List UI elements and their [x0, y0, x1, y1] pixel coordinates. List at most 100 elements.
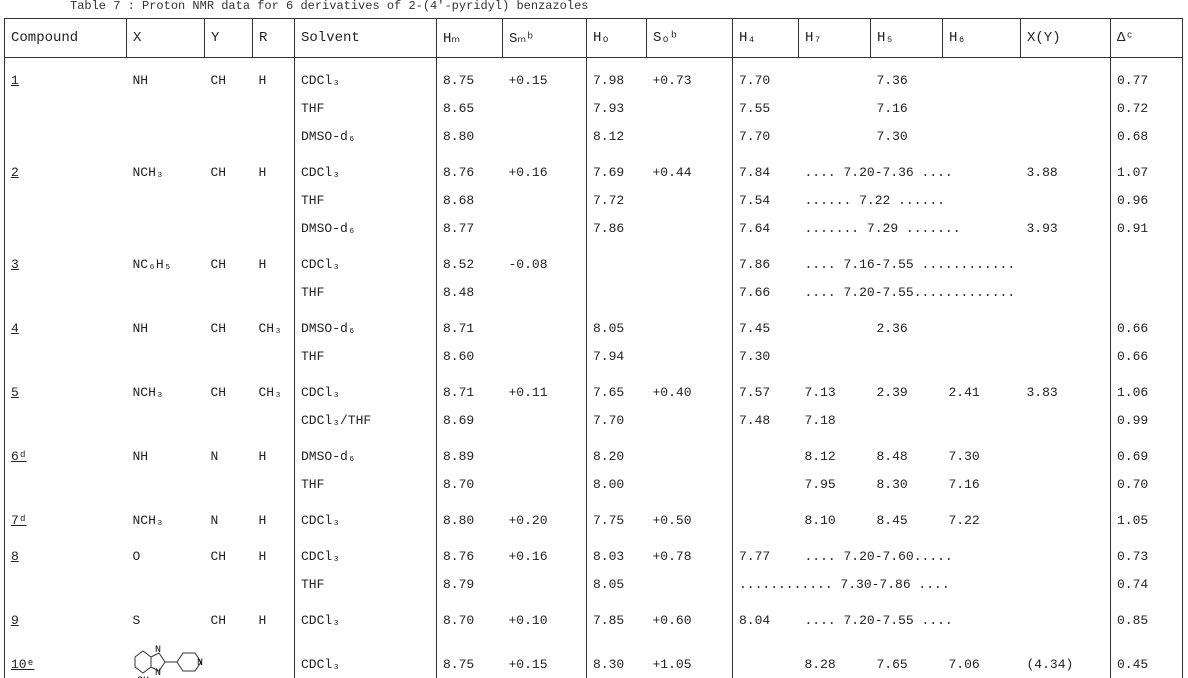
table-cell: CDCl₃: [294, 242, 437, 278]
table-cell: ....... 7.29 .......: [799, 214, 961, 242]
atom-label: CH₃: [137, 676, 155, 678]
table-cell: 7.54: [732, 186, 799, 214]
compound-number: 9: [11, 612, 19, 628]
table-cell: [943, 58, 1021, 95]
table-cell: 7.77: [732, 534, 799, 570]
table-cell: [503, 214, 587, 242]
header-cell: Hₘ: [436, 18, 503, 58]
table-cell: 8.30: [871, 470, 943, 498]
table-cell: 1.05: [1110, 498, 1183, 534]
table-cell: 8.03: [586, 534, 647, 570]
compound-number: 8: [11, 548, 19, 564]
table-cell: +0.44: [647, 150, 733, 186]
table-cell: [503, 94, 587, 122]
table-cell: [647, 406, 733, 434]
cell-text: 8.60: [443, 348, 475, 364]
table-cell: H: [253, 598, 295, 634]
atom-label: N: [155, 668, 161, 678]
cell-text: CDCl₃: [301, 256, 341, 272]
cell-text: H: [258, 72, 267, 88]
compound-number: 4: [11, 320, 19, 336]
table-cell: [253, 470, 295, 498]
table-cell: 0.68: [1110, 122, 1183, 150]
table-cell: [1110, 242, 1183, 278]
cell-text: -0.08: [508, 256, 548, 272]
table-cell: 2.39: [871, 370, 943, 406]
cell-text: DMSO-d₆: [301, 320, 356, 336]
table-cell: CDCl₃/THF: [294, 406, 437, 434]
table-cell: -0.08: [503, 242, 587, 278]
cell-text: 7.65: [593, 384, 625, 400]
table-cell: 3.93: [1021, 214, 1111, 242]
table-cell: [1021, 94, 1111, 122]
cell-text: 7.86: [739, 256, 771, 272]
table-cell: ...... 7.22 ......: [799, 186, 945, 214]
cell-text: 7.75: [593, 512, 625, 528]
cell-text: 0.68: [1117, 128, 1149, 144]
table-cell: [253, 186, 295, 214]
table-cell: 7.18: [799, 406, 871, 434]
cell-text: .... 7.20-7.55 ....: [804, 612, 953, 628]
table-cell: 7.16: [871, 94, 943, 122]
header-cell: Compound: [4, 18, 127, 58]
table-cell: 7.64: [732, 214, 799, 242]
table-cell: [205, 470, 253, 498]
table-cell: [205, 278, 253, 306]
table-cell: [799, 342, 871, 370]
table-cell: [4, 186, 127, 214]
table-cell: 7.69: [586, 150, 647, 186]
table-cell: [127, 570, 205, 598]
table-cell: 8.75: [436, 57, 503, 94]
table-cell: [1021, 242, 1111, 278]
cell-text: .... 7.20-7.60.....: [804, 548, 953, 564]
table-cell: [4, 278, 127, 306]
table-cell: [503, 278, 587, 306]
table-cell: [4, 406, 127, 434]
table-cell: 0.91: [1110, 214, 1183, 242]
table-cell: [943, 598, 1021, 634]
cell-text: 7.18: [804, 412, 836, 428]
nmr-table: Compound X Y R Solvent Hₘ Sₘᵇ Hₒ Sₒᵇ H₄ H₇ H₅ H₆ X(Y)…: [4, 18, 1183, 678]
cell-text: 8.89: [443, 448, 475, 464]
cell-text: 8.70: [443, 476, 475, 492]
table-cell: 8.69: [436, 406, 503, 434]
table-cell: 7.93: [586, 94, 647, 122]
table-cell: 8: [4, 534, 127, 570]
table-cell: H: [253, 242, 295, 278]
table-cell: +0.16: [503, 150, 587, 186]
cell-text: 0.99: [1117, 412, 1149, 428]
cell-text: 7.30: [739, 348, 771, 364]
table-cell: [252, 634, 295, 678]
table-cell: 2: [4, 150, 127, 186]
cell-text: 7.57: [739, 384, 771, 400]
table-cell: [205, 342, 253, 370]
table-cell: 5: [4, 370, 127, 406]
cell-text: 2.41: [948, 384, 980, 400]
table-cell: NC₆H₅: [127, 242, 205, 278]
table-cell: THF: [294, 278, 437, 306]
cell-text: 7.48: [739, 412, 771, 428]
table-cell: 0.45: [1110, 634, 1183, 678]
table-cell: [205, 406, 253, 434]
table-cell: [127, 342, 205, 370]
cell-text: 0.70: [1117, 476, 1149, 492]
header-cell: X(Y): [1020, 18, 1111, 58]
table-cell: +0.50: [647, 498, 733, 534]
cell-text: CDCl₃: [301, 384, 341, 400]
table-cell: CH₃: [253, 370, 295, 406]
table-cell: N: [205, 498, 253, 534]
compound-number: 3: [11, 256, 19, 272]
table-cell: 8.79: [436, 570, 503, 598]
table-cell: CDCl₃: [294, 150, 437, 186]
table-cell: H: [253, 534, 295, 570]
table-cell: [503, 406, 587, 434]
cell-text: 0.66: [1117, 348, 1149, 364]
table-cell: [503, 186, 587, 214]
header-row: Compound X Y R Solvent Hₘ Sₘᵇ Hₒ Sₒᵇ H₄ H₇ H₅ H₆ X(Y)…: [4, 18, 1183, 58]
cell-text: +0.15: [508, 72, 548, 88]
table-cell: [1021, 434, 1111, 470]
cell-text: 0.74: [1117, 576, 1149, 592]
table-cell: NH: [127, 306, 205, 342]
table-cell: 7ᵈ: [4, 498, 127, 534]
cell-text: 8.76: [443, 164, 475, 180]
